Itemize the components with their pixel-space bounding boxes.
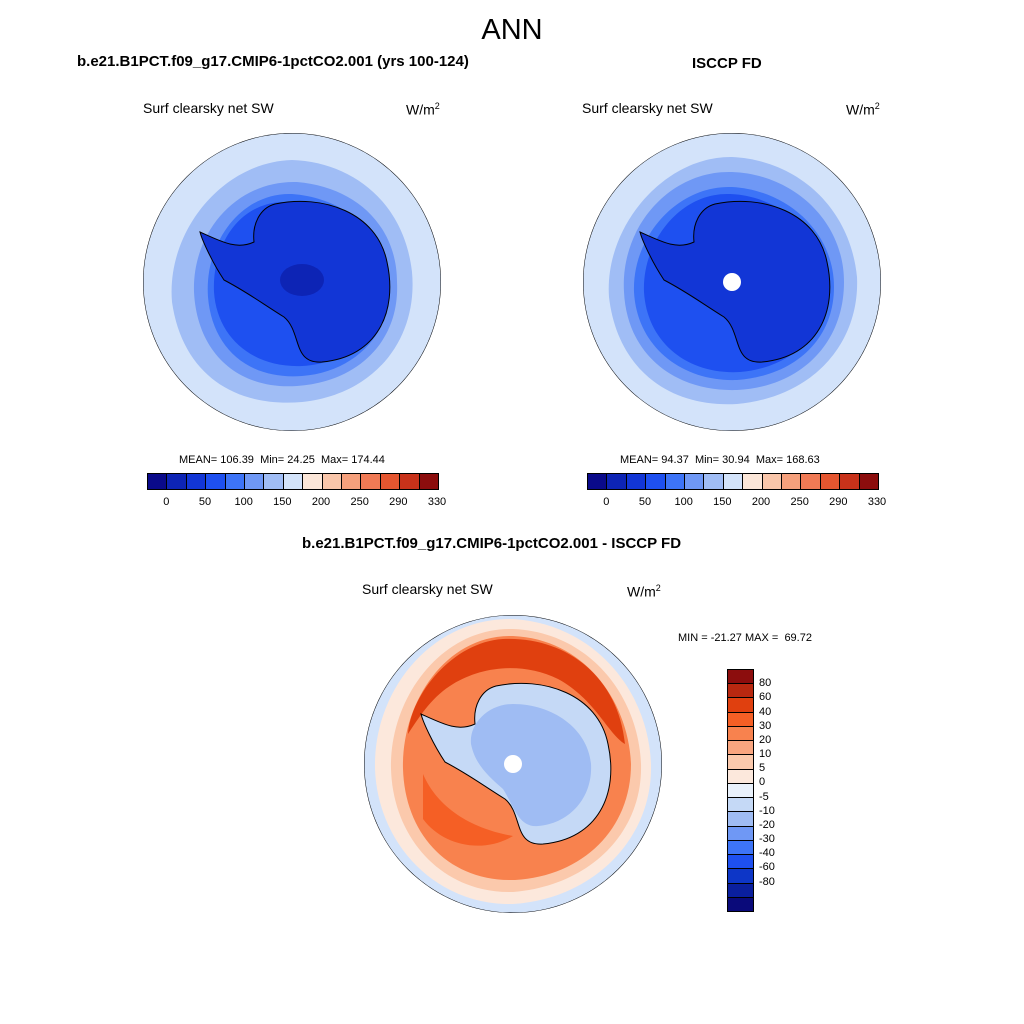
colorbar-box [167, 474, 187, 489]
colorbar-box [646, 474, 666, 489]
colorbar-tick-label: -40 [759, 847, 775, 860]
diff-panel-title: b.e21.B1PCT.f09_g17.CMIP6-1pctCO2.001 - … [302, 535, 682, 552]
colorbar-tick-label: -30 [759, 833, 775, 846]
colorbar-box [801, 474, 821, 489]
right-variable-label: Surf clearsky net SW [582, 100, 713, 116]
colorbar-box [148, 474, 168, 489]
colorbar-box [728, 826, 753, 841]
colorbar-box [728, 840, 753, 856]
colorbar-tick-label: 20 [759, 733, 772, 746]
colorbar-box [342, 474, 362, 489]
colorbar-tick-label: 60 [759, 691, 772, 704]
colorbar-box [400, 474, 420, 489]
right-polar-map [583, 133, 881, 431]
colorbar-tick-label: 10 [759, 748, 772, 761]
right-stats: MEAN= 94.37 Min= 30.94 Max= 168.63 [620, 454, 820, 466]
colorbar-box [303, 474, 323, 489]
colorbar-box [782, 474, 802, 489]
colorbar-box [588, 474, 608, 489]
colorbar-box [607, 474, 627, 489]
colorbar-box [728, 684, 753, 699]
colorbar-tick-label: 30 [759, 719, 772, 732]
colorbar-tick-label: 250 [790, 496, 809, 508]
colorbar-box [728, 812, 753, 827]
colorbar-tick-label: 330 [867, 496, 887, 508]
colorbar-tick-label: 290 [389, 496, 408, 508]
left-variable-label: Surf clearsky net SW [143, 100, 274, 116]
colorbar-box [728, 869, 753, 884]
colorbar-box [728, 783, 753, 799]
colorbar-tick-label: 80 [759, 677, 772, 690]
left-panel-title: b.e21.B1PCT.f09_g17.CMIP6-1pctCO2.001 (y… [77, 53, 469, 70]
colorbar-tick-label: -20 [759, 818, 775, 831]
colorbar-tick-label: 0 [163, 496, 170, 508]
colorbar-tick-label: 290 [829, 496, 848, 508]
colorbar-tick-label: -80 [759, 875, 775, 888]
colorbar-box [245, 474, 265, 489]
colorbar-tick-label: 150 [273, 496, 292, 508]
colorbar-box [728, 883, 753, 898]
colorbar-box [728, 897, 753, 911]
colorbar-box [361, 474, 381, 489]
colorbar-box [626, 474, 647, 489]
colorbar-box [820, 474, 841, 489]
colorbar-tick-label: 200 [751, 496, 771, 508]
colorbar-tick-label: -5 [759, 790, 769, 803]
colorbar-tick-label: 50 [198, 496, 212, 508]
colorbar-tick-label: 50 [638, 496, 652, 508]
colorbar-tick-label: 100 [674, 496, 693, 508]
colorbar-box [322, 474, 343, 489]
colorbar-box [728, 798, 753, 813]
colorbar-box [728, 698, 753, 713]
colorbar-box [728, 670, 753, 685]
colorbar-box [728, 769, 753, 784]
colorbar-box [206, 474, 226, 489]
colorbar-box [264, 474, 284, 489]
main-title: ANN [481, 14, 543, 46]
diff-variable-label: Surf clearsky net SW [362, 581, 493, 597]
left-polar-map [143, 133, 441, 431]
right-colorbar [587, 473, 879, 490]
colorbar-box [743, 474, 763, 489]
colorbar-box [704, 474, 724, 489]
colorbar-tick-label: 200 [311, 496, 331, 508]
colorbar-box [380, 474, 401, 489]
colorbar-box [419, 474, 439, 489]
colorbar-box [685, 474, 705, 489]
colorbar-box [225, 474, 246, 489]
colorbar-box [728, 726, 753, 742]
colorbar-tick-label: 150 [713, 496, 732, 508]
diff-polar-map [364, 615, 662, 913]
colorbar-box [665, 474, 686, 489]
colorbar-box [283, 474, 304, 489]
right-panel-title: ISCCP FD [692, 55, 762, 72]
colorbar-box [840, 474, 860, 489]
colorbar-box [728, 741, 753, 756]
colorbar-box [186, 474, 207, 489]
colorbar-tick-label: -60 [759, 861, 775, 874]
colorbar-tick-label: 5 [759, 762, 766, 775]
right-units-label: W/m2 [846, 101, 880, 118]
colorbar-tick-label: 250 [350, 496, 369, 508]
colorbar-tick-label: 0 [603, 496, 610, 508]
diff-colorbar [727, 669, 754, 912]
colorbar-tick-label: -10 [759, 804, 775, 817]
colorbar-box [728, 755, 753, 770]
colorbar-box [728, 712, 753, 727]
diff-stats: MIN = -21.27 MAX = 69.72 [678, 632, 812, 644]
colorbar-tick-label: 40 [759, 705, 772, 718]
left-units-label: W/m2 [406, 101, 440, 118]
colorbar-tick-label: 100 [234, 496, 253, 508]
colorbar-box [859, 474, 879, 489]
left-stats: MEAN= 106.39 Min= 24.25 Max= 174.44 [179, 454, 385, 466]
colorbar-box [728, 855, 753, 870]
diff-units-label: W/m2 [627, 583, 661, 600]
colorbar-tick-label: 0 [759, 776, 766, 789]
left-colorbar [147, 473, 439, 490]
colorbar-box [762, 474, 783, 489]
colorbar-tick-label: 330 [427, 496, 447, 508]
colorbar-box [723, 474, 744, 489]
